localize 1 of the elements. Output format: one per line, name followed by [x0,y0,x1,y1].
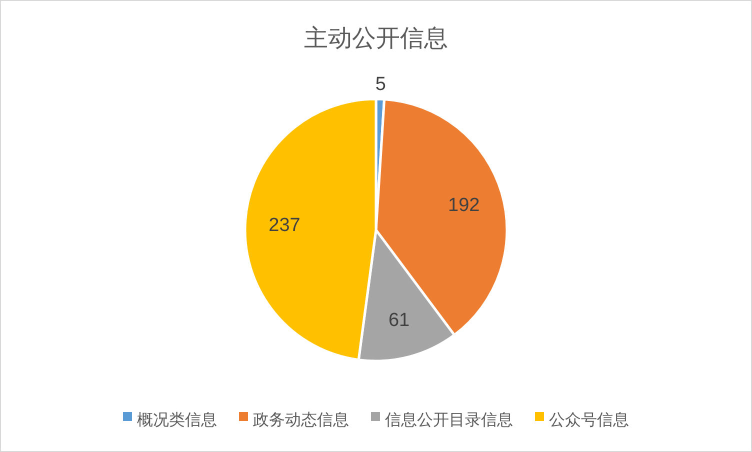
title: 主动公开信息 [304,25,448,52]
